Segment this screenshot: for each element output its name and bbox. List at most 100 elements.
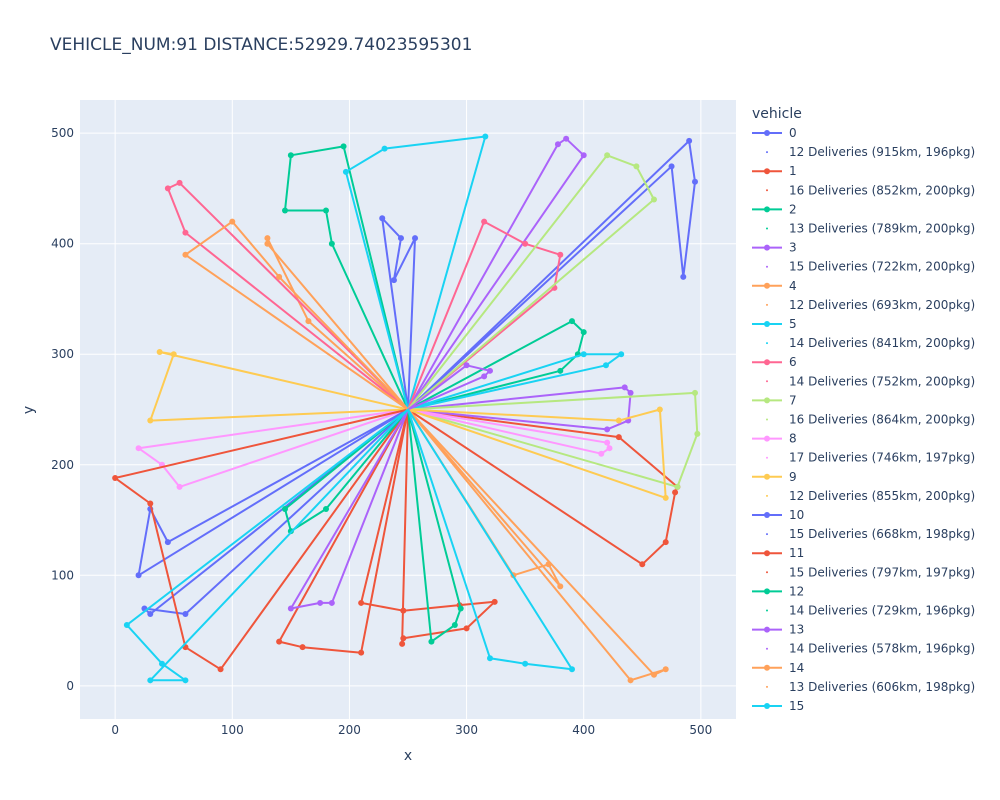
series-point[interactable] <box>390 277 397 284</box>
series-point[interactable] <box>147 677 154 684</box>
series-point[interactable] <box>340 143 347 150</box>
legend-item[interactable]: 0 <box>752 126 797 140</box>
series-point[interactable] <box>569 666 575 673</box>
series-point[interactable] <box>580 329 587 336</box>
series-line-15[interactable] <box>125 408 573 682</box>
legend-item[interactable]: 13 Deliveries (789km, 200pkg) <box>766 222 975 236</box>
series-point[interactable] <box>451 622 458 629</box>
series-point[interactable] <box>662 539 669 546</box>
series-point[interactable] <box>412 235 419 242</box>
series-point[interactable] <box>639 561 646 568</box>
series-point[interactable] <box>135 445 142 452</box>
legend-item[interactable]: 14 <box>752 661 804 675</box>
series-point[interactable] <box>580 152 587 159</box>
series-point[interactable] <box>580 351 587 358</box>
series-point[interactable] <box>487 655 493 662</box>
legend-item[interactable]: 15 Deliveries (797km, 197pkg) <box>766 565 975 579</box>
legend-item[interactable]: 15 <box>752 699 804 713</box>
series-point[interactable] <box>400 607 407 614</box>
legend-item[interactable]: 5 <box>752 317 797 331</box>
legend-item[interactable]: 1 <box>752 164 797 178</box>
series-point[interactable] <box>557 583 564 590</box>
legend-item[interactable]: 10 <box>752 508 804 522</box>
series-point[interactable] <box>481 218 488 225</box>
series-point[interactable] <box>397 235 404 242</box>
series-point[interactable] <box>662 494 669 501</box>
legend-item[interactable]: 12 Deliveries (693km, 200pkg) <box>766 298 975 312</box>
series-point[interactable] <box>522 660 529 667</box>
legend-item[interactable]: 11 <box>752 546 804 560</box>
series-point[interactable] <box>299 644 306 651</box>
series-point[interactable] <box>692 389 698 396</box>
series-point[interactable] <box>615 417 622 424</box>
legend-item[interactable]: 14 Deliveries (752km, 200pkg) <box>766 374 975 388</box>
legend-item[interactable]: 12 Deliveries (915km, 196pkg) <box>766 145 975 159</box>
series-point[interactable] <box>545 561 552 568</box>
series-point[interactable] <box>323 505 329 512</box>
series-line-3[interactable] <box>407 137 632 431</box>
series-point[interactable] <box>668 163 675 170</box>
series-point[interactable] <box>182 677 189 684</box>
series-point[interactable] <box>159 660 165 667</box>
legend-item[interactable]: 12 <box>752 584 804 598</box>
series-point[interactable] <box>164 185 171 192</box>
series-point[interactable] <box>656 406 663 413</box>
series-point[interactable] <box>491 598 498 605</box>
series-point[interactable] <box>618 351 625 358</box>
legend-item[interactable]: 16 Deliveries (864km, 200pkg) <box>766 413 975 427</box>
series-point[interactable] <box>606 445 613 452</box>
legend-item[interactable]: 16 Deliveries (852km, 200pkg) <box>766 183 975 197</box>
series-point[interactable] <box>686 137 693 144</box>
series-6[interactable] <box>164 179 564 411</box>
series-point[interactable] <box>358 599 365 606</box>
legend-item[interactable]: 3 <box>752 241 797 255</box>
series-point[interactable] <box>615 434 622 441</box>
series-point[interactable] <box>569 318 575 325</box>
series-point[interactable] <box>217 666 224 673</box>
series-point[interactable] <box>680 273 687 280</box>
series-point[interactable] <box>123 622 130 629</box>
legend-item[interactable]: 9 <box>752 470 797 484</box>
series-point[interactable] <box>598 450 605 457</box>
series-point[interactable] <box>342 168 349 175</box>
legend-item[interactable]: 15 Deliveries (722km, 200pkg) <box>766 260 975 274</box>
series-point[interactable] <box>147 417 154 424</box>
series-point[interactable] <box>627 677 634 684</box>
series-point[interactable] <box>604 439 611 446</box>
legend-item[interactable]: 4 <box>752 279 797 293</box>
series-point[interactable] <box>182 251 189 258</box>
series-point[interactable] <box>463 362 470 369</box>
series-point[interactable] <box>182 229 189 236</box>
series-point[interactable] <box>602 362 609 369</box>
series-point[interactable] <box>164 539 171 546</box>
series-point[interactable] <box>156 349 163 356</box>
series-point[interactable] <box>651 671 657 678</box>
series-point[interactable] <box>633 163 640 170</box>
series-point[interactable] <box>627 389 634 396</box>
legend-item[interactable]: 6 <box>752 355 797 369</box>
series-point[interactable] <box>147 500 154 507</box>
series-point[interactable] <box>481 373 488 380</box>
legend-item[interactable]: 14 Deliveries (578km, 196pkg) <box>766 642 975 656</box>
series-point[interactable] <box>400 635 407 642</box>
series-point[interactable] <box>282 207 288 214</box>
series-point[interactable] <box>557 367 564 374</box>
series-point[interactable] <box>692 178 698 185</box>
legend-item[interactable]: 12 Deliveries (855km, 200pkg) <box>766 489 975 503</box>
series-11[interactable] <box>112 408 409 673</box>
series-point[interactable] <box>135 572 142 579</box>
series-point[interactable] <box>381 145 388 152</box>
series-point[interactable] <box>276 638 283 645</box>
series-point[interactable] <box>563 135 570 142</box>
series-point[interactable] <box>428 638 435 645</box>
series-point[interactable] <box>694 430 701 437</box>
series-point[interactable] <box>182 610 189 617</box>
series-point[interactable] <box>317 599 324 606</box>
legend-item[interactable]: 7 <box>752 393 797 407</box>
series-point[interactable] <box>170 351 177 358</box>
series-point[interactable] <box>229 218 236 225</box>
series-point[interactable] <box>328 599 335 606</box>
series-point[interactable] <box>112 475 119 482</box>
series-point[interactable] <box>463 625 470 632</box>
legend-item[interactable]: 2 <box>752 202 797 216</box>
